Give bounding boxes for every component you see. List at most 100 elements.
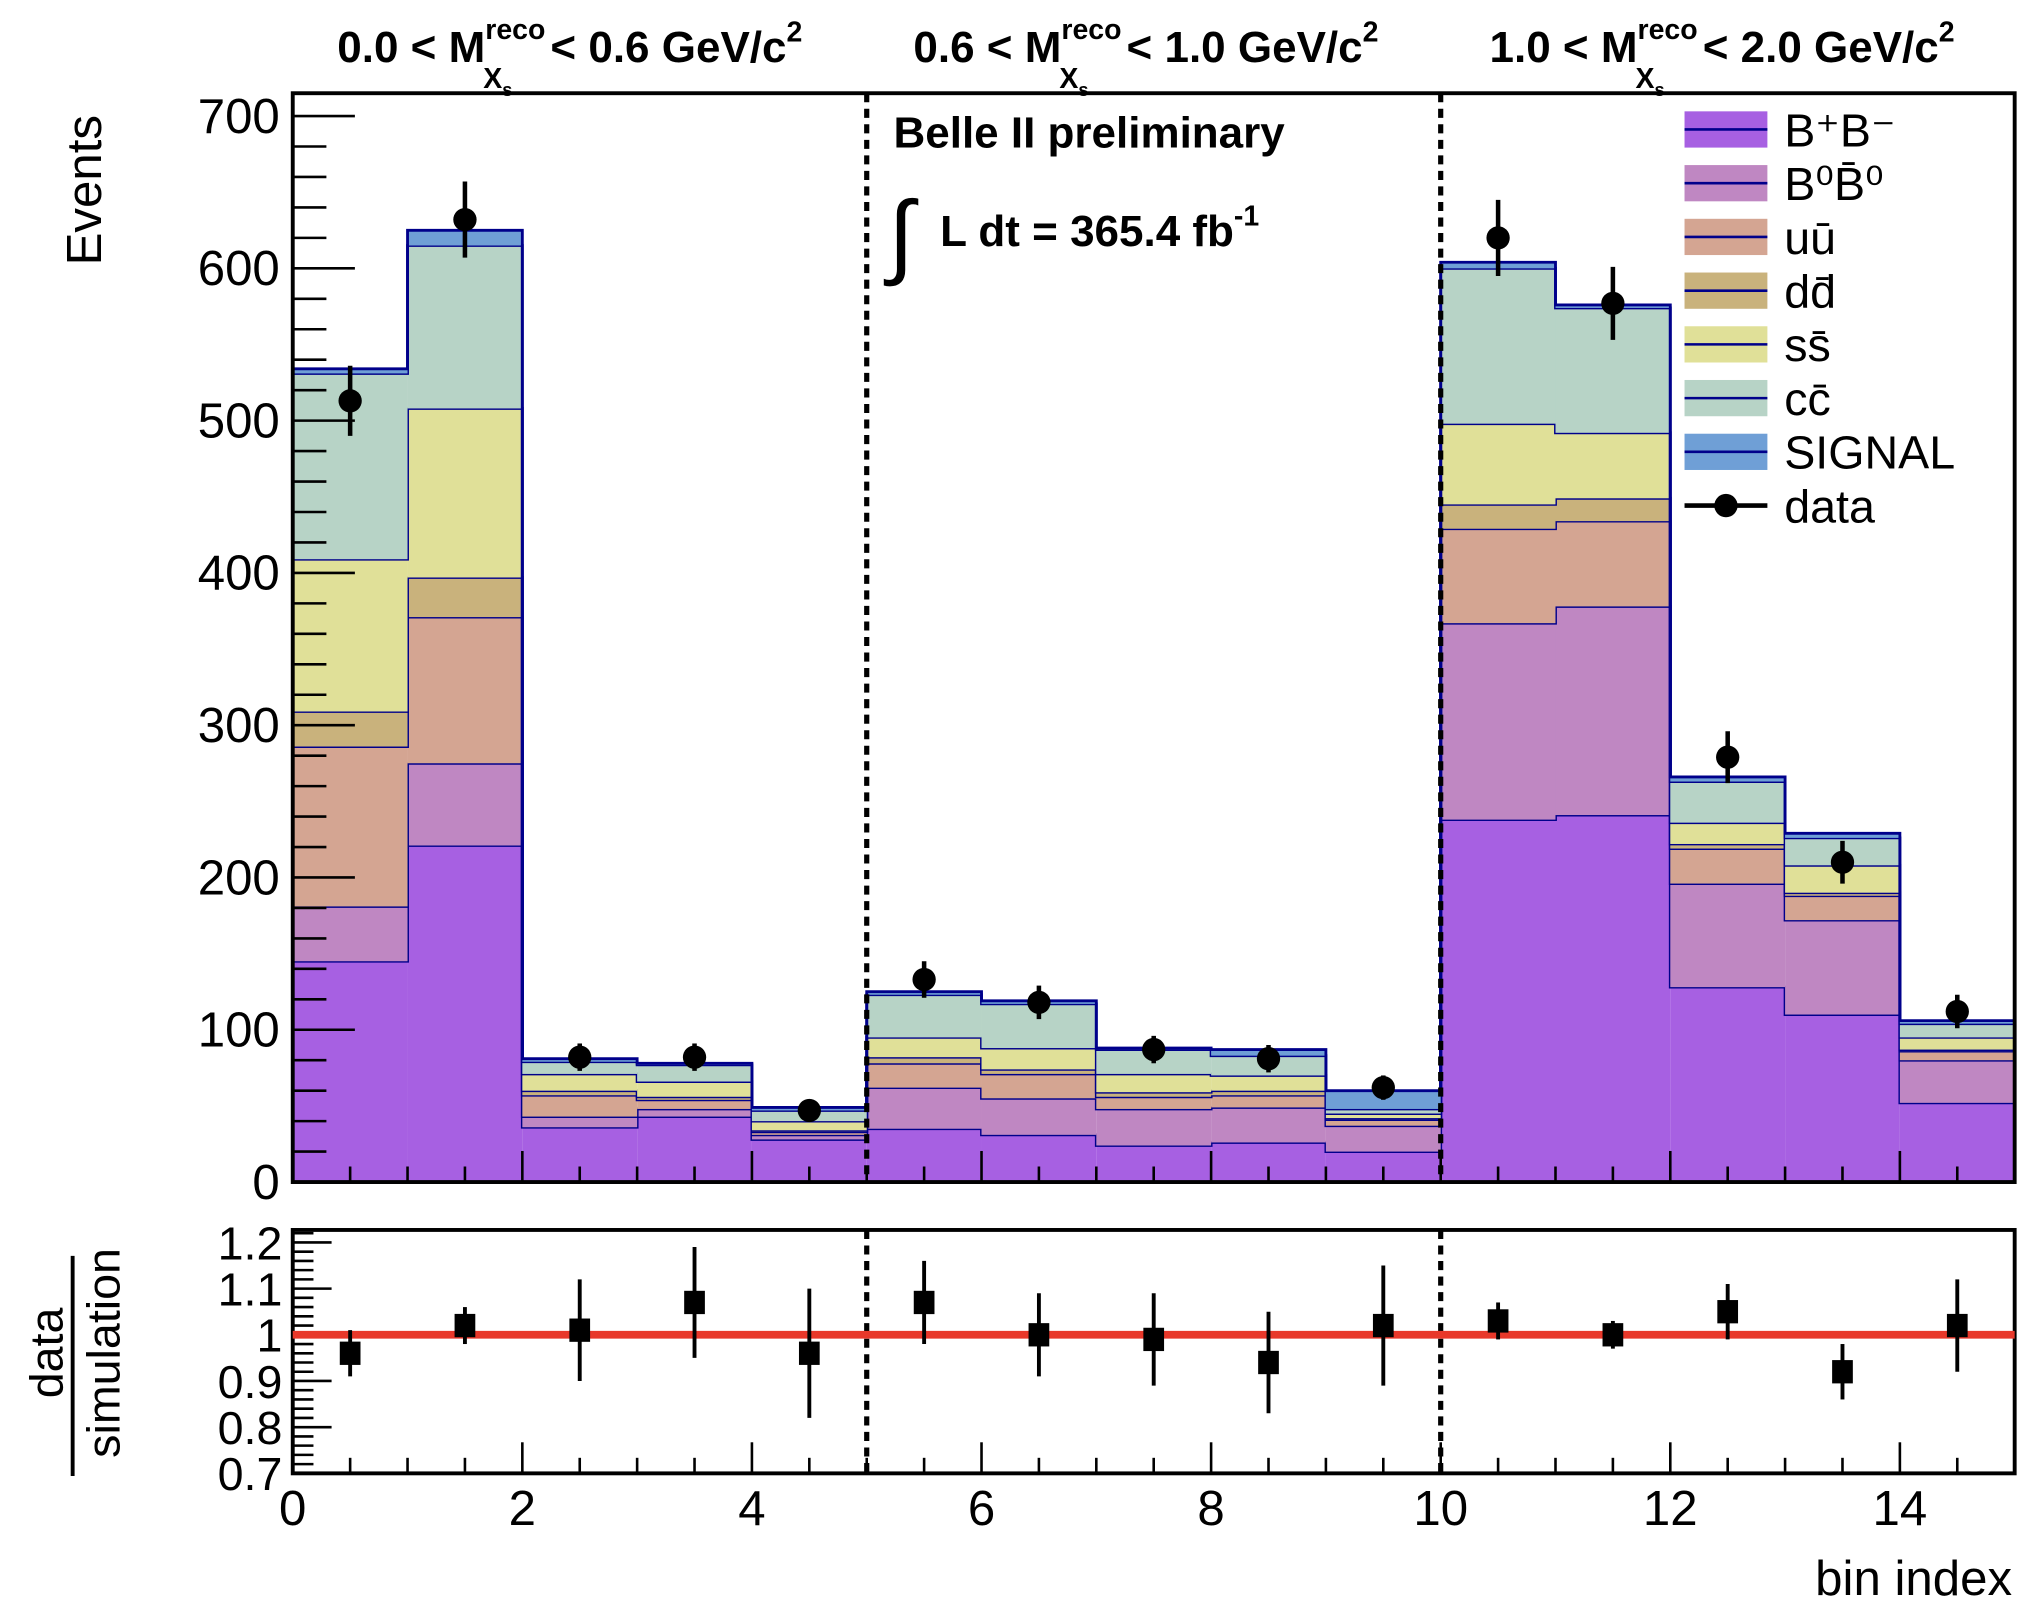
experiment-label: Belle II preliminary <box>893 109 1285 158</box>
stack-bar <box>1211 1075 1326 1091</box>
data-point <box>1027 990 1051 1015</box>
title-exponent: 2 <box>786 16 802 48</box>
stack-bar <box>407 763 523 846</box>
stack-bar <box>407 845 523 1183</box>
stack-bar <box>292 906 408 962</box>
stack-bar <box>292 746 408 907</box>
stack-bar <box>522 1073 638 1091</box>
y-tick-label: 300 <box>198 698 280 753</box>
title-superscript: reco <box>485 14 545 46</box>
stack-bar <box>1440 623 1556 820</box>
stack-bar <box>981 1069 1097 1074</box>
luminosity-label: L dt = 365.4 fb-1 <box>940 200 1259 256</box>
stack-bar <box>1325 1119 1441 1126</box>
ratio-point <box>1717 1300 1739 1324</box>
legend-label: B⁰B̄⁰ <box>1784 158 1884 210</box>
stack-bar <box>1670 883 1786 988</box>
ratio-point <box>798 1341 820 1365</box>
title-subscript: X <box>1636 63 1655 95</box>
region-title: 0.0 < Mreco Xs < 0.6 GeV/c2 <box>337 14 802 100</box>
title-subsubscript: s <box>1655 80 1665 100</box>
ratio-point <box>1028 1323 1050 1347</box>
x-tick-label: 4 <box>738 1481 765 1536</box>
ratio-point <box>1832 1360 1853 1384</box>
title-text: 0.0 < M <box>337 23 485 72</box>
stack-bar <box>1096 1108 1212 1146</box>
stack-bar <box>981 1073 1097 1099</box>
legend-label: data <box>1784 480 1875 532</box>
ratio-point <box>1602 1323 1624 1347</box>
ratio-y-tick-label: 1.1 <box>218 1263 283 1315</box>
ratio-point <box>339 1341 361 1365</box>
stack-bar <box>1440 528 1556 624</box>
x-tick-label: 6 <box>968 1481 995 1536</box>
stack-bar <box>522 1090 638 1096</box>
stack-bar <box>751 1134 867 1140</box>
data-point <box>1716 745 1740 769</box>
ratio-y-tick-label: 1 <box>256 1310 282 1362</box>
data-point <box>1256 1047 1281 1071</box>
stack-bar <box>1555 606 1671 816</box>
data-point <box>1945 999 1969 1024</box>
stack-bar <box>1096 1096 1212 1109</box>
stack-bar <box>866 1037 982 1058</box>
data-points <box>338 181 1969 1123</box>
title-text: < 1.0 GeV/c <box>1114 23 1362 72</box>
stack-bar <box>1211 1095 1326 1108</box>
region-dividers <box>864 93 1444 1474</box>
ratio-point <box>1258 1350 1279 1375</box>
stack-bar <box>751 1121 867 1131</box>
data-point <box>1601 291 1625 316</box>
data-point <box>338 389 362 413</box>
stack-bar <box>637 1099 752 1109</box>
stack-bar <box>1211 1107 1326 1143</box>
ratio-point <box>1946 1313 1968 1338</box>
stack-bar <box>1899 1037 2015 1050</box>
stack-bar <box>637 1081 752 1097</box>
legend-label: B⁺B⁻ <box>1784 104 1895 156</box>
legend-data-marker <box>1714 493 1738 518</box>
ratio-y-tick-label: 0.7 <box>218 1448 283 1500</box>
chart-titles: 0.0 < Mreco Xs < 0.6 GeV/c2 0.6 < Mreco Xs … <box>337 14 1954 100</box>
data-point <box>682 1045 707 1069</box>
stack-bar <box>1440 423 1556 505</box>
stack-bar <box>407 577 523 618</box>
stack-bar <box>1325 1125 1441 1152</box>
stack-bar <box>637 1096 752 1100</box>
stack-bar <box>522 1116 638 1128</box>
ratio-point <box>1372 1313 1394 1338</box>
stack-bar <box>637 1064 752 1082</box>
stack-bar <box>1785 833 1900 838</box>
luminosity-text: L dt = 365.4 fb <box>940 207 1234 256</box>
stack-bar <box>1440 268 1556 424</box>
stack-bar <box>1325 1108 1441 1114</box>
ratio-point <box>569 1318 591 1342</box>
y-tick-label: 200 <box>198 850 280 905</box>
stack-bar <box>1555 521 1671 607</box>
stack-bar <box>1785 892 1900 896</box>
legend-label: cc̄ <box>1784 373 1831 425</box>
y-tick-label: 0 <box>252 1155 279 1210</box>
stack-bar <box>1785 895 1900 921</box>
stack-bar <box>1555 432 1671 499</box>
y-axis-label: Events <box>57 115 112 265</box>
stack-bar <box>1325 1090 1441 1109</box>
luminosity-exponent: -1 <box>1234 200 1259 232</box>
x-tick-label: 10 <box>1413 1481 1468 1536</box>
data-point <box>1142 1037 1166 1062</box>
integral-symbol: ∫ <box>883 183 919 287</box>
stack-bar <box>522 1095 638 1117</box>
title-subscript: X <box>1059 63 1078 95</box>
stack-bar <box>1899 1023 2015 1038</box>
ratio-y-tick-label: 0.9 <box>218 1356 283 1408</box>
x-axis-label: bin index <box>1815 1551 2012 1606</box>
ratio-y-label-numerator: data <box>20 1308 72 1399</box>
data-point <box>1830 850 1855 874</box>
data-point <box>1486 226 1510 250</box>
stack-bar <box>981 1098 1097 1135</box>
title-text: 1.0 < M <box>1490 23 1638 72</box>
stack-bar <box>1440 504 1556 529</box>
title-subsubscript: s <box>502 80 512 100</box>
